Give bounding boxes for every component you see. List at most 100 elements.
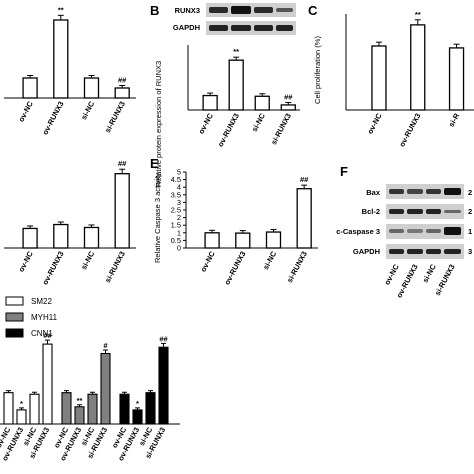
panel-g-bar-cnn1 <box>132 409 143 425</box>
panel-d-bar <box>83 226 100 249</box>
panel-a-category-label: si-NC <box>79 99 96 121</box>
panel-g-significance: * <box>20 399 23 408</box>
blot-band <box>209 7 228 13</box>
panel-b-bar <box>228 59 244 111</box>
blot-band <box>444 227 461 235</box>
panel-a-bar <box>22 77 38 99</box>
blot-band <box>426 189 441 194</box>
legend-swatch-cnn1 <box>5 328 24 338</box>
blot-band <box>407 229 423 233</box>
panel-g-bar-sm22 <box>3 392 14 425</box>
panel-b-bar <box>254 95 270 111</box>
panel-d-category-label: ov-NC <box>17 249 36 273</box>
panel-e-ytick-label: 3 <box>177 198 181 207</box>
blot-band <box>426 249 441 254</box>
blot-label-runx3: RUNX3 <box>175 6 200 15</box>
blot-strip <box>386 184 464 199</box>
blot-band <box>444 210 461 213</box>
blot-band <box>389 189 404 194</box>
blot-band <box>426 209 441 214</box>
panel-f-blot: Bax Bcl-2 c-Caspase 3 GAPDH 2 2 1 3 <box>336 184 472 259</box>
chart-marks: ov-NC**ov-RUNX3 si-NC##si-RUNX3 ov-NC**ov-… <box>0 5 474 462</box>
blot-band <box>209 25 228 31</box>
panel-b-category-label: ov-RUNX3 <box>216 112 241 149</box>
panel-g-bar-sm22 <box>16 409 27 425</box>
size-mark-bcl2: 2 <box>468 207 472 216</box>
panel-g-significance: ## <box>43 331 52 340</box>
panel-b-blot: RUNX3 GAPDH <box>173 3 296 35</box>
panel-b-category-label: ov-NC <box>197 111 216 135</box>
blot-label-gapdh: GAPDH <box>173 23 200 32</box>
panel-e-ylabel: Relative Caspase 3 activity <box>153 173 162 263</box>
panel-e-ytick-label: 3.5 <box>171 190 181 199</box>
panel-g-bar-myh11 <box>87 393 98 425</box>
panel-e-bar <box>265 231 282 249</box>
panel-e-ytick-label: 4.5 <box>171 175 181 184</box>
blot-band <box>407 189 423 194</box>
blot-strip <box>386 204 464 219</box>
panel-b-category-label: si-NC <box>250 111 267 133</box>
panel-c-ylabel: Cell proliferation (%) <box>313 36 322 104</box>
panel-e-ytick-label: 4 <box>177 183 181 192</box>
panel-g-bar-myh11 <box>61 392 72 425</box>
blot-band <box>444 249 461 254</box>
panel-e-category-label: si-NC <box>261 249 278 271</box>
legend-label-cnn1: CNN1 <box>31 329 53 338</box>
blot-band <box>389 229 404 233</box>
panel-letter-b: B <box>150 3 159 18</box>
panel-b-bar <box>202 94 218 111</box>
panel-g-legend: SM22 MYH11 CNN1 <box>5 296 58 338</box>
panel-b-ylabel: Relative protein expression of RUNX3 <box>154 61 163 187</box>
panel-c-category-label: ov-RUNX3 <box>397 112 422 149</box>
panel-c-significance: ** <box>415 10 421 19</box>
panel-g-bar-cnn1 <box>145 392 156 425</box>
panel-letter-e: E <box>150 156 159 171</box>
panel-b-significance: ## <box>284 92 293 101</box>
panel-b-bar <box>280 104 296 111</box>
panel-e-ytick-label: 0 <box>177 244 181 253</box>
panel-a-significance: ## <box>118 76 127 85</box>
panel-a-bar <box>83 77 100 99</box>
panel-e-significance: ## <box>300 175 309 184</box>
panel-g-significance: * <box>136 399 139 408</box>
blot-band <box>389 209 404 214</box>
panel-d-bar <box>22 227 38 249</box>
panel-a-bar <box>114 87 130 99</box>
panel-a-category-label: ov-NC <box>17 99 36 123</box>
panel-d-bar <box>53 223 69 249</box>
blot-label-bcl2: Bcl-2 <box>362 207 380 216</box>
panel-e-category-label: ov-RUNX3 <box>222 250 247 287</box>
panel-g-significance: ** <box>77 396 83 405</box>
blot-band <box>231 25 251 31</box>
panel-a-significance: ** <box>58 5 64 14</box>
panel-f-category-label: ov-NC <box>382 262 401 286</box>
legend-label-sm22: SM22 <box>31 297 52 306</box>
panel-e-bar <box>296 188 312 249</box>
size-mark-bax: 2 <box>468 188 472 197</box>
panel-letter-c: C <box>308 3 318 18</box>
panel-e-ytick-label: 5 <box>177 168 181 177</box>
panel-g-significance: # <box>103 341 108 350</box>
panel-g-bar-cnn1 <box>158 346 169 425</box>
panel-a-bar <box>53 19 69 99</box>
legend-swatch-sm22 <box>5 296 24 306</box>
blot-band <box>231 6 251 14</box>
panel-e-category-label: si-RUNX3 <box>285 250 309 284</box>
panel-d-significance: ## <box>118 159 127 168</box>
panel-d-category-label: ov-RUNX3 <box>40 250 65 287</box>
blot-band <box>444 188 461 195</box>
panel-d-category-label: si-NC <box>79 249 96 271</box>
panel-letter-f: F <box>340 164 348 179</box>
blot-label-gapdh-f: GAPDH <box>353 247 380 256</box>
blot-band <box>254 7 273 13</box>
panel-e-ytick-label: 1 <box>177 228 181 237</box>
blot-band <box>276 8 293 12</box>
blot-label-bax: Bax <box>366 188 381 197</box>
panel-g-bar-myh11 <box>100 352 111 425</box>
panel-g-bar-sm22 <box>29 393 40 425</box>
blot-label-c-caspase3: c-Caspase 3 <box>336 227 380 236</box>
panel-c-category-label: si-R <box>447 111 462 128</box>
